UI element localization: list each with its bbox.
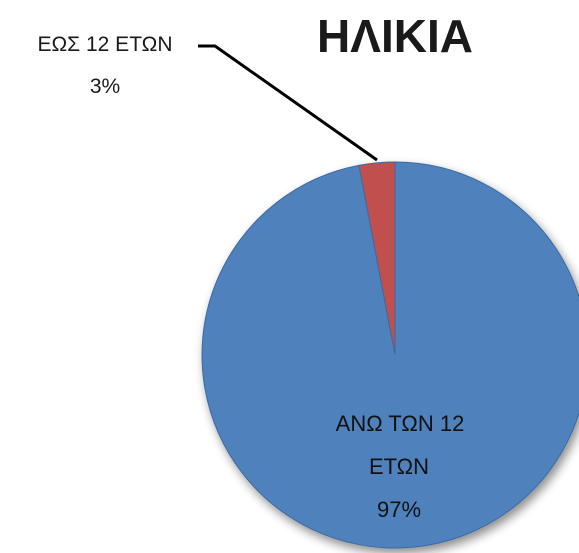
data-label-over-12: ΑΝΩ ΤΩΝ 12 ΕΤΩΝ 97% [336,411,465,522]
data-label-over-12-category-line1: ΑΝΩ ΤΩΝ 12 [336,411,465,436]
data-label-over-12-value: 97% [377,497,421,522]
leader-line [198,44,378,162]
data-label-over-12-category-line2: ΕΤΩΝ [369,454,429,479]
pie-slices [201,161,579,549]
pie-slice-over-12 [201,161,579,549]
chart-title: ΗΛΙΚΙΑ [317,10,473,62]
data-label-under-12-value: 3% [90,75,120,98]
data-label-under-12-category: ΕΩΣ 12 ΕΤΩΝ [37,33,172,56]
data-label-under-12: ΕΩΣ 12 ΕΤΩΝ 3% [37,33,172,98]
